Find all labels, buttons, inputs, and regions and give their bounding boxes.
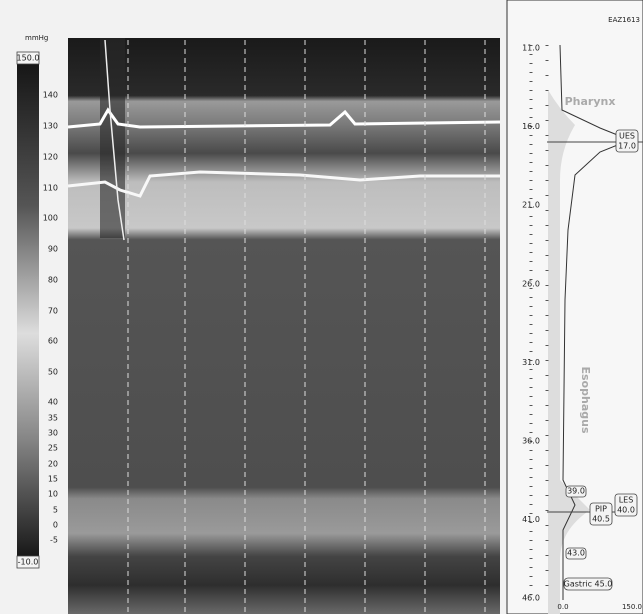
depth-label: 21.0 (522, 201, 540, 210)
colorbar-label: 140 (43, 91, 58, 100)
colorbar-label: 80 (48, 276, 58, 285)
depth-label: 36.0 (522, 437, 540, 446)
profile-min: 0.0 (557, 603, 568, 611)
unit: mmHg (25, 34, 48, 42)
les-label: LES (619, 496, 634, 505)
colorbar-max: 150.0 (17, 54, 40, 63)
colorbar-label: 0 (53, 521, 58, 530)
colorbar-label: 60 (48, 337, 58, 346)
colorbar-label: 50 (48, 368, 58, 377)
colorbar-label: 5 (53, 506, 58, 515)
profile-max: 150.0 (622, 603, 642, 611)
depth-label: 46.0 (522, 594, 540, 603)
colorbar-label: 30 (48, 429, 58, 438)
les-bottom: 43.0 (567, 549, 585, 558)
colorbar-label: 100 (43, 214, 58, 223)
ues-value: 17.0 (618, 142, 636, 151)
colorbar-label: 40 (48, 398, 58, 407)
pip-value: 40.5 (592, 515, 610, 524)
depth-label: 11.0 (522, 44, 540, 53)
colorbar-label: 120 (43, 153, 58, 162)
colorbar-label: 110 (43, 184, 58, 193)
colorbar-min: -10.0 (18, 558, 39, 567)
colorbar-label: 10 (48, 490, 58, 499)
colorbar-label: 20 (48, 460, 58, 469)
ues-label: UES (619, 132, 635, 141)
depth-label: 31.0 (522, 358, 540, 367)
colorbar-label: 15 (48, 475, 58, 484)
depth-label: 41.0 (522, 515, 540, 524)
patient-id: EAZ1613 (608, 16, 640, 24)
depth-label: 16.0 (522, 122, 540, 131)
pip-label: PIP (595, 505, 607, 514)
colorbar-label: 130 (43, 122, 58, 131)
screenshot: mmHg 150.0 -10.0 14013012011010090807060… (0, 0, 643, 614)
esophagus-label: Esophagus (579, 367, 592, 434)
les-top: 39.0 (567, 487, 585, 496)
les-value: 40.0 (617, 506, 635, 515)
colorbar-label: 90 (48, 245, 58, 254)
colorbar-label: -5 (50, 536, 58, 545)
depth-label: 26.0 (522, 279, 540, 288)
colorbar-label: 25 (48, 444, 58, 453)
colorbar-label: 35 (48, 414, 58, 423)
pharynx-label: Pharynx (565, 95, 616, 108)
colorbar (17, 52, 39, 564)
colorbar-label: 70 (48, 307, 58, 316)
gastric: Gastric 45.0 (564, 580, 613, 589)
